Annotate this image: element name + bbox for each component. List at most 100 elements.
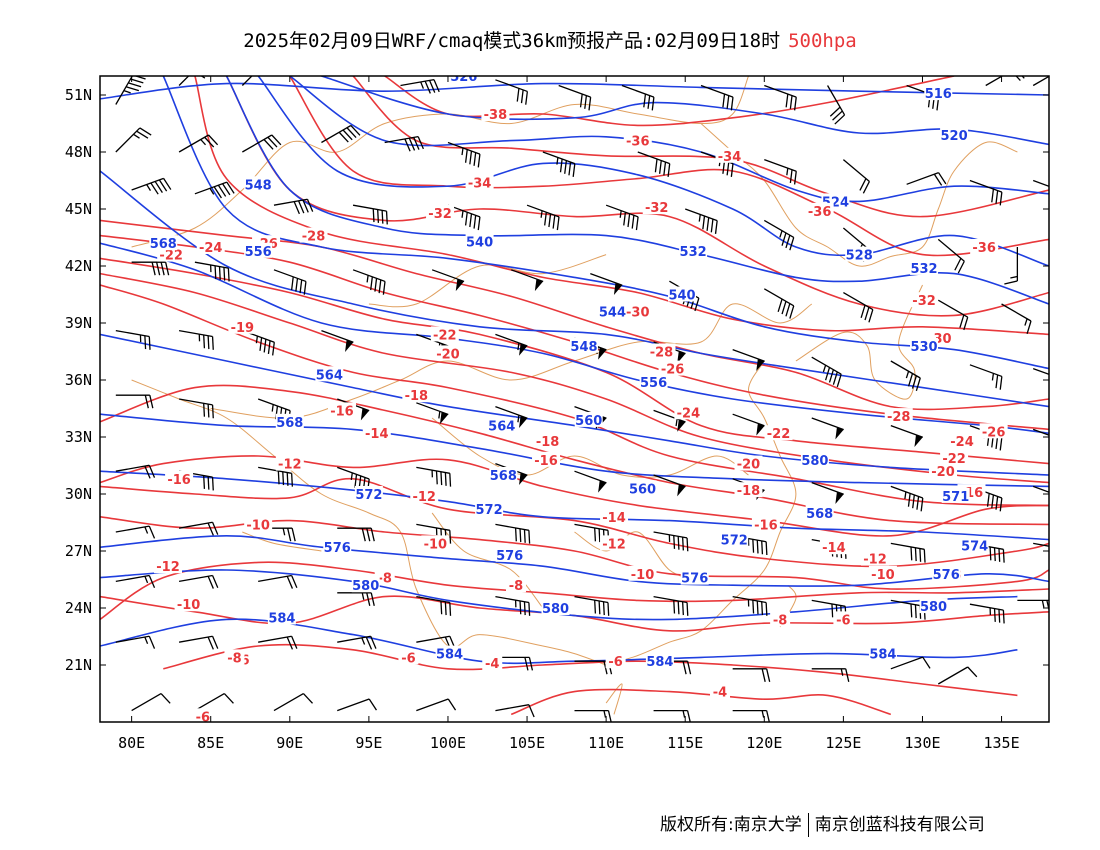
wind-barb (431, 269, 465, 292)
wind-barb (605, 204, 639, 231)
height-label-bg (720, 531, 749, 547)
wind-barb (890, 656, 931, 670)
y-tick-label: 51N (65, 86, 92, 104)
wind-barb (495, 595, 531, 616)
axes: 80E 85E 90E 95E 100E 105E 110E 115E 120E 125E 130E… (65, 76, 1049, 752)
height-label: 576 (496, 549, 523, 564)
temperature-label-bg (157, 246, 186, 262)
x-tick-label: 130E (904, 734, 940, 752)
wind-barb (890, 424, 924, 447)
height-label-bg (489, 467, 518, 482)
wind-barb (416, 402, 449, 425)
height-label-bg (354, 486, 383, 501)
boundary-line (431, 417, 749, 478)
height-label: 572 (355, 488, 382, 503)
wind-barb (1032, 179, 1049, 187)
height-label-bg (910, 259, 939, 275)
y-tick-label: 48N (65, 143, 92, 161)
height-label: 576 (324, 541, 351, 556)
wind-barb (574, 470, 607, 493)
temperature-label-bg (910, 292, 939, 308)
x-tick-label: 125E (825, 734, 861, 752)
temperature-label-bg (224, 649, 245, 665)
height-label-bg (868, 645, 897, 661)
temperature-label-bg (402, 387, 431, 403)
wind-barb (258, 574, 298, 589)
y-tick-label: 45N (65, 200, 92, 218)
height-label: 530 (910, 340, 937, 355)
height-label-bg (919, 598, 948, 614)
wind-barbs (115, 76, 1049, 722)
height-label-bg (680, 569, 709, 585)
temperature-label-bg (623, 303, 652, 319)
height-label: 572 (721, 534, 748, 549)
x-tick-label: 95E (355, 734, 382, 752)
height-label-bg (315, 366, 344, 382)
map-title: 2025年02月09日WRF/cmaq模式36km预报产品:02月09日18时 5… (0, 26, 1100, 53)
y-tick-label: 30N (65, 485, 92, 503)
y-tick-label: 36N (65, 371, 92, 389)
wind-barb (1004, 247, 1019, 285)
height-label: 526 (450, 70, 477, 85)
temperature-label-bg (674, 404, 703, 420)
temperature-label: -4 (713, 686, 727, 701)
temperature-label: -24 (677, 406, 701, 421)
wind-barb (321, 124, 361, 144)
wind-barb (115, 635, 156, 649)
wind-barb (764, 158, 797, 185)
height-label: 548 (570, 340, 597, 355)
copyright-divider (807, 813, 809, 837)
height-contour (257, 76, 1049, 267)
temperature-label-bg (600, 535, 629, 551)
wind-barb (115, 127, 152, 153)
temperature-label: -34 (718, 150, 742, 165)
x-tick-label: 100E (430, 734, 466, 752)
x-tick-label: 85E (197, 734, 224, 752)
temperature-contour (100, 455, 1049, 537)
temperature-label: -28 (302, 230, 326, 245)
wind-barb (653, 409, 686, 432)
temperature-label: -10 (424, 537, 448, 552)
temperature-label: -22 (767, 427, 791, 442)
wind-barb (890, 360, 921, 391)
temperature-label: -19 (231, 321, 255, 336)
wind-barb (131, 693, 171, 712)
temperature-contour (100, 477, 1049, 568)
height-contour (100, 470, 1049, 541)
wind-barb (115, 329, 151, 350)
title-main: 2025年02月09日WRF/cmaq模式36km预报产品:02月09日18时 (243, 30, 781, 52)
temperature-label-bg (929, 463, 958, 479)
temperature-label: -16 (754, 518, 778, 533)
temperature-label-bg (948, 432, 977, 448)
wind-barb (1032, 76, 1049, 87)
temperature-label-bg (642, 199, 671, 215)
height-label: 584 (268, 612, 295, 627)
wind-barb (653, 474, 686, 497)
temperature-label-bg (228, 318, 257, 334)
temperature-label-bg (275, 455, 304, 471)
height-contour (225, 76, 1049, 305)
height-label: 544 (599, 306, 626, 321)
temperature-label-bg (940, 449, 969, 465)
wind-barb (684, 208, 718, 234)
temperature-label-bg (734, 482, 763, 498)
wind-barb (811, 481, 844, 504)
temperature-label-bg (979, 423, 1008, 439)
wind-barb (400, 78, 440, 94)
height-label: 580 (801, 454, 828, 469)
temperature-label-bg (482, 655, 503, 671)
temperature-label: -26 (661, 363, 685, 378)
height-label: 576 (933, 568, 960, 583)
temperature-contour (163, 643, 1018, 697)
height-label: 568 (150, 237, 177, 252)
contour-labels: -38-36-34-32-30-28-26-24-22-20-18-16-14-… (149, 70, 1008, 722)
wind-barb (1032, 485, 1049, 493)
height-label-bg (465, 233, 494, 249)
wind-barb (178, 521, 219, 536)
height-label: 560 (575, 414, 602, 429)
height-label-bg (940, 126, 969, 142)
temperature-label: -20 (436, 347, 460, 362)
wind-barb (321, 329, 354, 352)
temperature-label-bg (192, 708, 213, 722)
